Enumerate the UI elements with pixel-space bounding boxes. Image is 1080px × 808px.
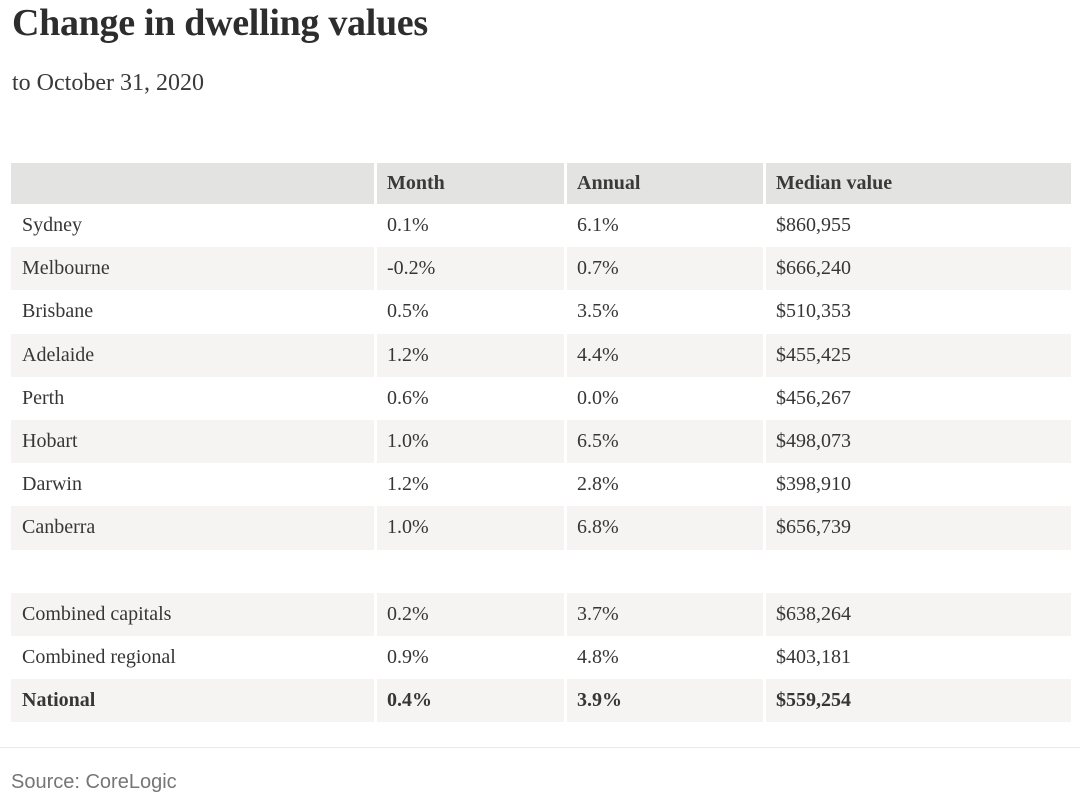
month-change-cell: 0.4% xyxy=(377,679,564,723)
column-header-annual: Annual xyxy=(567,163,763,204)
table-header-row: Month Annual Median value xyxy=(11,163,1071,204)
row-label-cell: Adelaide xyxy=(11,333,374,377)
table-row: Combined regional 0.9% 4.8% $403,181 xyxy=(11,636,1071,679)
table-row: Melbourne -0.2% 0.7% $666,240 xyxy=(11,247,1071,291)
row-label-cell: Perth xyxy=(22,386,65,409)
page-title: Change in dwelling values xyxy=(12,2,428,44)
month-change-cell: 0.2% xyxy=(377,592,564,636)
row-label-cell: Combined capitals xyxy=(11,592,374,636)
row-label-cell: Hobart xyxy=(11,419,374,464)
page-subtitle: to October 31, 2020 xyxy=(12,70,204,96)
annual-change-cell: 3.9% xyxy=(567,679,763,723)
annual-change-cell: 3.7% xyxy=(567,592,763,636)
annual-change-cell: 4.8% xyxy=(577,645,619,668)
table-row: Brisbane 0.5% 3.5% $510,353 xyxy=(11,290,1071,333)
median-value-cell: $666,240 xyxy=(766,247,1071,291)
annual-change-cell: 6.1% xyxy=(577,214,619,237)
row-label-cell: National xyxy=(11,679,374,723)
column-header-median-value: Median value xyxy=(766,163,1071,204)
median-value-cell: $510,353 xyxy=(776,300,851,323)
table-row: Perth 0.6% 0.0% $456,267 xyxy=(11,377,1071,420)
median-value-cell: $860,955 xyxy=(776,214,851,237)
median-value-cell: $455,425 xyxy=(766,333,1071,377)
table-row: Hobart 1.0% 6.5% $498,073 xyxy=(11,419,1071,464)
table-row: Sydney 0.1% 6.1% $860,955 xyxy=(11,204,1071,247)
annual-change-cell: 6.5% xyxy=(567,419,763,464)
table-row: Darwin 1.2% 2.8% $398,910 xyxy=(11,463,1071,506)
annual-change-cell: 2.8% xyxy=(577,473,619,496)
annual-change-cell: 0.0% xyxy=(577,386,619,409)
row-label-cell: Brisbane xyxy=(22,300,94,323)
month-change-cell: 0.5% xyxy=(387,300,429,323)
column-header-region xyxy=(11,163,374,204)
month-change-cell: 1.2% xyxy=(387,473,429,496)
table-row: Canberra 1.0% 6.8% $656,739 xyxy=(11,506,1071,550)
table-body: Sydney 0.1% 6.1% $860,955 Melbourne -0.2… xyxy=(11,204,1071,723)
row-label-cell: Darwin xyxy=(22,473,82,496)
annual-change-cell: 4.4% xyxy=(567,333,763,377)
source-credit: Source: CoreLogic xyxy=(11,771,177,793)
table-row: Adelaide 1.2% 4.4% $455,425 xyxy=(11,333,1071,377)
row-label-cell: Melbourne xyxy=(11,247,374,291)
month-change-cell: 0.6% xyxy=(387,386,429,409)
annual-change-cell: 0.7% xyxy=(567,247,763,291)
month-change-cell: 1.0% xyxy=(377,506,564,550)
annual-change-cell: 3.5% xyxy=(577,300,619,323)
row-label-cell: Sydney xyxy=(22,214,82,237)
column-header-month: Month xyxy=(377,163,564,204)
spacer-row xyxy=(11,550,1071,593)
month-change-cell: 1.2% xyxy=(377,333,564,377)
median-value-cell: $498,073 xyxy=(766,419,1071,464)
month-change-cell: -0.2% xyxy=(377,247,564,291)
median-value-cell: $398,910 xyxy=(776,473,851,496)
table-row: National 0.4% 3.9% $559,254 xyxy=(11,679,1071,723)
median-value-cell: $403,181 xyxy=(776,645,851,668)
month-change-cell: 0.9% xyxy=(387,645,429,668)
row-label-cell: Combined regional xyxy=(22,645,176,668)
row-label-cell: Canberra xyxy=(11,506,374,550)
median-value-cell: $656,739 xyxy=(766,506,1071,550)
median-value-cell: $456,267 xyxy=(776,386,851,409)
median-value-cell: $638,264 xyxy=(766,592,1071,636)
month-change-cell: 0.1% xyxy=(387,214,429,237)
dwelling-values-table: Month Annual Median value Sydney 0.1% 6.… xyxy=(11,163,1071,723)
month-change-cell: 1.0% xyxy=(377,419,564,464)
table-row: Combined capitals 0.2% 3.7% $638,264 xyxy=(11,592,1071,636)
footer-divider xyxy=(0,747,1080,748)
annual-change-cell: 6.8% xyxy=(567,506,763,550)
median-value-cell: $559,254 xyxy=(766,679,1071,723)
